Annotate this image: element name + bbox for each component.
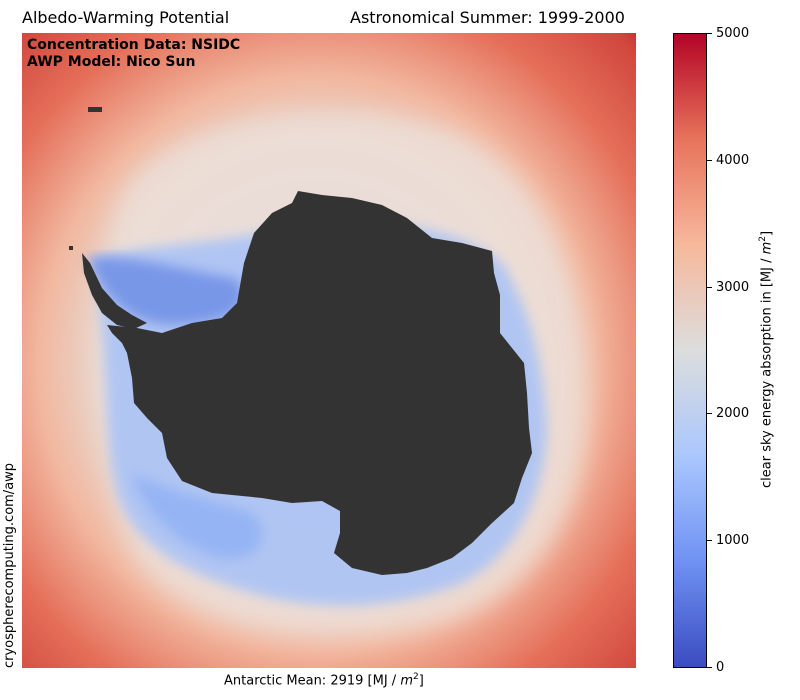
mean-suffix: ] [418, 673, 424, 689]
colorbar-tick [707, 33, 712, 34]
colorbar-tick [707, 667, 712, 668]
colorbar [673, 33, 707, 668]
colorbar-tick-label: 2000 [716, 406, 750, 421]
island [88, 107, 102, 112]
period-title: Astronomical Summer: 1999-2000 [350, 8, 625, 27]
concentration-source: Concentration Data: NSIDC [27, 37, 241, 53]
map-canvas [22, 33, 636, 668]
weddell-sea-ice [87, 257, 244, 325]
website-credit: cryospherecomputing.com/awp [2, 462, 17, 668]
antarctic-peninsula [82, 253, 147, 329]
colorbar-unit-exp: 2 [758, 235, 768, 242]
colorbar-tick [707, 287, 712, 288]
model-credit: AWP Model: Nico Sun [27, 54, 196, 70]
colorbar-label-text: clear sky energy absorption in [MJ / [759, 254, 775, 489]
colorbar-tick-label: 0 [716, 660, 725, 675]
colorbar-label: clear sky energy absorption in [MJ / m2] [758, 231, 774, 488]
map-title: Albedo-Warming Potential [22, 8, 230, 27]
data-source-overlay: Concentration Data: NSIDC AWP Model: Nic… [27, 37, 240, 71]
colorbar-tick-label: 1000 [716, 533, 750, 548]
ross-sea-ice [132, 473, 262, 559]
colorbar-tick-label: 5000 [716, 26, 750, 41]
colorbar-unit-base: m [759, 241, 775, 255]
mean-text: Antarctic Mean: 2919 [MJ / [224, 673, 401, 689]
mean-unit-exp: 2 [412, 672, 419, 682]
colorbar-tick [707, 540, 712, 541]
colorbar-label-suffix: ] [759, 230, 775, 236]
colorbar-tick-label: 4000 [716, 153, 750, 168]
awp-map [22, 33, 636, 668]
colorbar-tick [707, 413, 712, 414]
island [69, 246, 73, 250]
antarctic-continent [107, 191, 532, 575]
antarctic-mean-label: Antarctic Mean: 2919 [MJ / m2] [224, 672, 424, 688]
colorbar-tick [707, 160, 712, 161]
mean-unit-base: m [400, 673, 413, 689]
colorbar-tick-label: 3000 [716, 280, 750, 295]
